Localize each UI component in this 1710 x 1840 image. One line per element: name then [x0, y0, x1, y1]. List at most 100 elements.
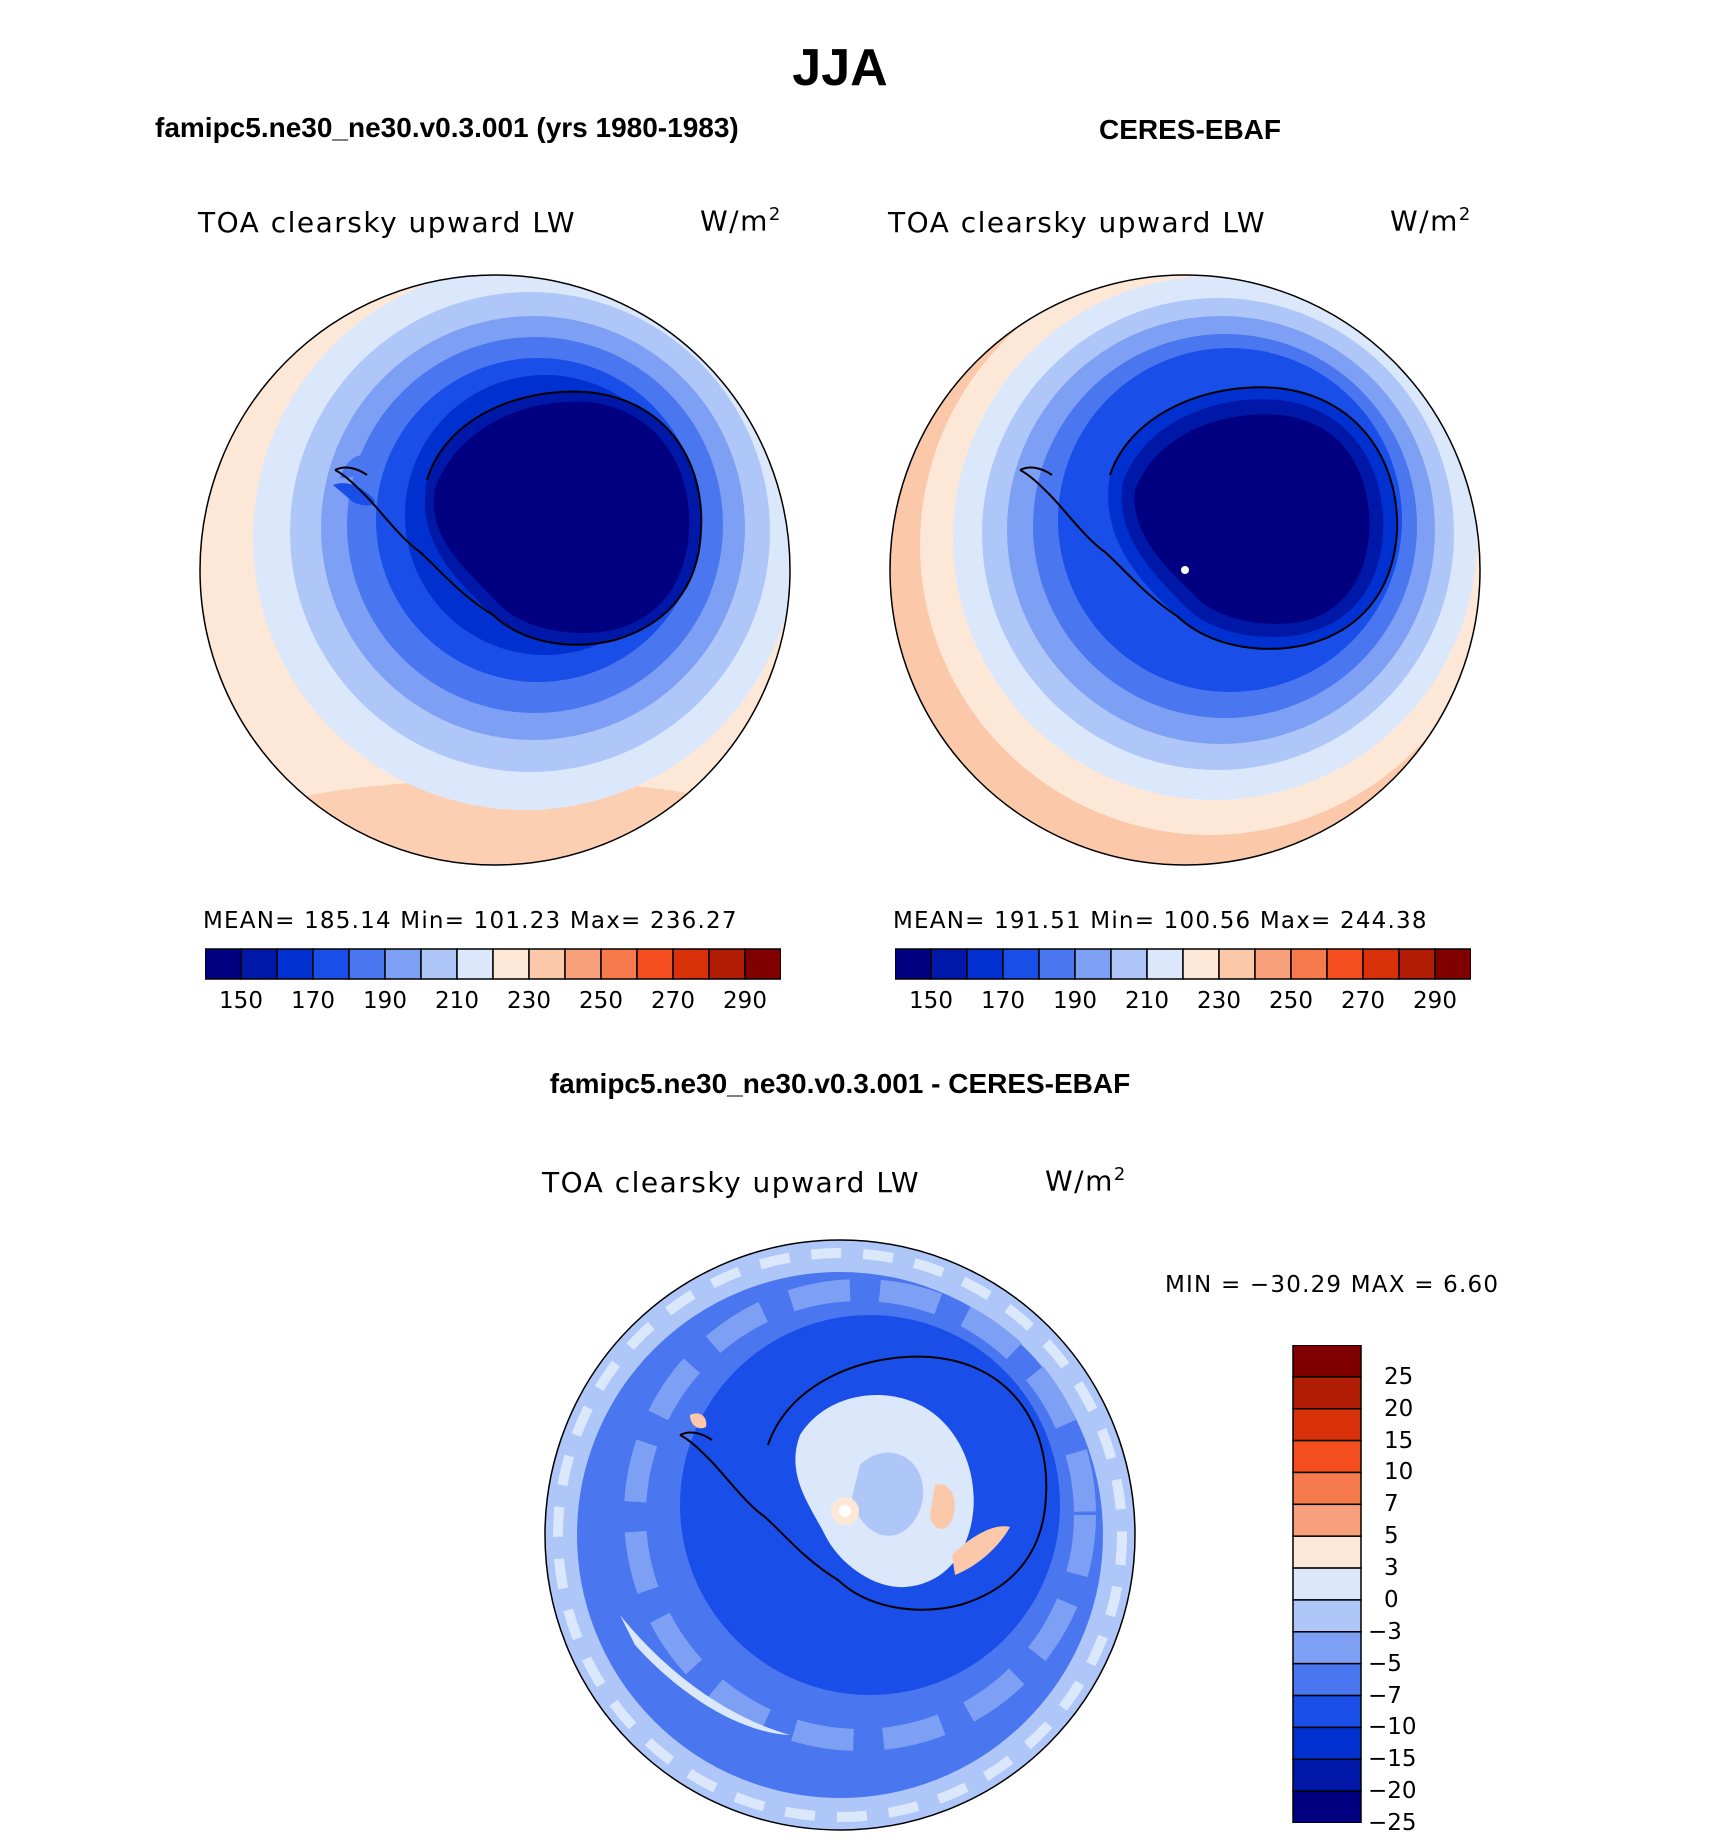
obs-colorbar-box — [930, 948, 968, 980]
model-colorbar-tick-label: 270 — [651, 988, 695, 1014]
model-colorbar-box — [312, 948, 350, 980]
obs-colorbar-box — [1362, 948, 1400, 980]
model-colorbar-box — [564, 948, 602, 980]
diff-stats: MIN = −30.29 MAX = 6.60 — [1165, 1272, 1500, 1298]
obs-colorbar-box — [1254, 948, 1292, 980]
model-colorbar-box — [456, 948, 494, 980]
diff-colorbar-tick-label: 3 — [1384, 1555, 1399, 1582]
diff-colorbar-tick-label: 15 — [1384, 1427, 1414, 1454]
model-colorbar-box — [600, 948, 638, 980]
obs-colorbar-box — [1110, 948, 1148, 980]
obs-colorbar-box — [1038, 948, 1076, 980]
model-polar-map — [199, 274, 791, 866]
obs-colorbar-box — [895, 948, 932, 980]
model-colorbar-box — [205, 948, 242, 980]
obs-colorbar-box — [1146, 948, 1184, 980]
model-colorbar — [205, 948, 781, 980]
obs-colorbar-tick-label: 190 — [1053, 988, 1097, 1014]
model-units-label: W/m2 — [700, 204, 782, 238]
obs-colorbar-box — [1290, 948, 1328, 980]
diff-colorbar-box — [1292, 1694, 1362, 1729]
diff-colorbar-box — [1292, 1631, 1362, 1665]
diff-colorbar-tick-label: −10 — [1368, 1714, 1417, 1741]
obs-colorbar-box — [1074, 948, 1112, 980]
diff-colorbar-labels: 25 20 15 10 7 5 3 0 −3 −5 −7 −10 −15 −20 −25 — [1368, 1345, 1448, 1836]
model-colorbar-box — [420, 948, 458, 980]
diff-colorbar-tick-label: −15 — [1368, 1746, 1417, 1773]
model-colorbar-box — [672, 948, 710, 980]
model-colorbar-labels: 150 170 190 210 230 250 270 290 — [205, 988, 781, 1018]
diff-colorbar-box — [1292, 1471, 1362, 1506]
model-colorbar-tick-label: 250 — [579, 988, 623, 1014]
obs-colorbar-box — [1218, 948, 1256, 980]
diff-colorbar-tick-label: 7 — [1384, 1491, 1399, 1518]
diff-colorbar-box — [1292, 1567, 1362, 1601]
obs-colorbar-boxes — [895, 948, 1471, 980]
diff-colorbar-box — [1292, 1345, 1362, 1378]
diff-colorbar-tick-label: 20 — [1384, 1395, 1414, 1422]
diff-colorbar-box — [1292, 1758, 1362, 1792]
diff-colorbar-box — [1292, 1790, 1362, 1823]
diff-colorbar-tick-label: −3 — [1368, 1618, 1402, 1645]
diff-variable-label: TOA clearsky upward LW — [542, 1166, 921, 1199]
obs-variable-label: TOA clearsky upward LW — [888, 206, 1267, 239]
obs-stats: MEAN= 191.51 Min= 100.56 Max= 244.38 — [893, 908, 1428, 934]
obs-panel-title: CERES-EBAF — [1098, 114, 1281, 145]
obs-colorbar-box — [1434, 948, 1471, 980]
model-colorbar-tick-label: 210 — [435, 988, 479, 1014]
model-colorbar-box — [276, 948, 314, 980]
diff-colorbar-tick-label: −25 — [1368, 1810, 1417, 1836]
model-stats: MEAN= 185.14 Min= 101.23 Max= 236.27 — [203, 908, 738, 934]
obs-colorbar — [895, 948, 1471, 980]
diff-panel-title: famipc5.ne30_ne30.v0.3.001 - CERES-EBAF — [549, 1068, 1131, 1099]
model-colorbar-box — [744, 948, 781, 980]
obs-units-label: W/m2 — [1390, 204, 1472, 238]
model-colorbar-box — [240, 948, 278, 980]
model-colorbar-box — [492, 948, 530, 980]
diff-colorbar-tick-label: 25 — [1384, 1363, 1414, 1390]
model-colorbar-tick-label: 190 — [363, 988, 407, 1014]
model-colorbar-tick-label: 230 — [507, 988, 551, 1014]
obs-colorbar-tick-label: 170 — [981, 988, 1025, 1014]
obs-colorbar-box — [1326, 948, 1364, 980]
diff-colorbar — [1292, 1345, 1362, 1823]
diff-colorbar-box — [1292, 1599, 1362, 1633]
model-colorbar-box — [384, 948, 422, 980]
diff-colorbar-tick-label: 10 — [1384, 1459, 1414, 1486]
obs-colorbar-box — [966, 948, 1004, 980]
diff-colorbar-tick-label: 0 — [1384, 1586, 1399, 1613]
model-colorbar-tick-label: 170 — [291, 988, 335, 1014]
obs-colorbar-tick-label: 290 — [1413, 988, 1457, 1014]
diff-colorbar-box — [1292, 1535, 1362, 1569]
obs-colorbar-box — [1398, 948, 1436, 980]
diff-colorbar-box — [1292, 1662, 1362, 1697]
obs-polar-map — [889, 274, 1481, 866]
obs-colorbar-tick-label: 270 — [1341, 988, 1385, 1014]
diff-colorbar-tick-label: −20 — [1368, 1778, 1417, 1805]
obs-colorbar-tick-label: 230 — [1197, 988, 1241, 1014]
model-variable-label: TOA clearsky upward LW — [198, 206, 577, 239]
obs-colorbar-box — [1002, 948, 1040, 980]
diff-colorbar-box — [1292, 1503, 1362, 1537]
obs-colorbar-tick-label: 150 — [909, 988, 953, 1014]
figure-title: JJA — [792, 39, 888, 97]
diff-colorbar-box — [1292, 1439, 1362, 1474]
diff-colorbar-boxes — [1292, 1345, 1362, 1823]
diff-colorbar-tick-label: −5 — [1368, 1650, 1402, 1677]
model-panel-title: famipc5.ne30_ne30.v0.3.001 (yrs 1980-198… — [155, 112, 739, 143]
model-colorbar-tick-label: 150 — [219, 988, 263, 1014]
model-colorbar-box — [348, 948, 386, 980]
obs-colorbar-tick-label: 250 — [1269, 988, 1313, 1014]
model-colorbar-box — [708, 948, 746, 980]
diff-colorbar-box — [1292, 1726, 1362, 1761]
obs-colorbar-labels: 150 170 190 210 230 250 270 290 — [895, 988, 1471, 1018]
diff-colorbar-tick-label: −7 — [1368, 1682, 1402, 1709]
diff-polar-map — [544, 1239, 1136, 1831]
obs-colorbar-box — [1182, 948, 1220, 980]
diff-colorbar-box — [1292, 1376, 1362, 1410]
diff-colorbar-tick-label: 5 — [1384, 1523, 1399, 1550]
obs-colorbar-tick-label: 210 — [1125, 988, 1169, 1014]
model-colorbar-boxes — [205, 948, 781, 980]
model-colorbar-box — [636, 948, 674, 980]
diff-units-label: W/m2 — [1045, 1164, 1127, 1198]
